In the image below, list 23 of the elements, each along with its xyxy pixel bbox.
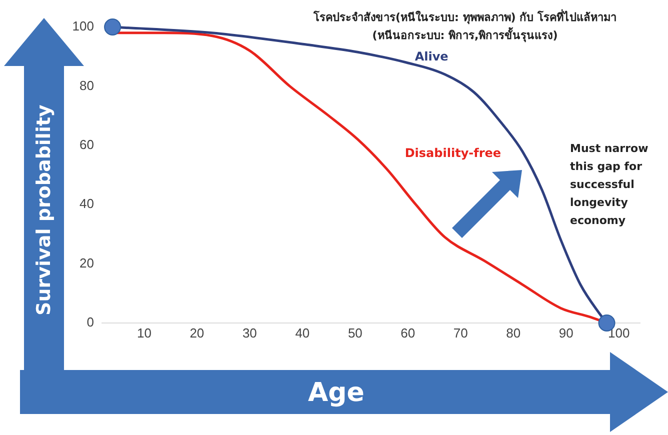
x-tick-label: 100 bbox=[608, 325, 630, 340]
y-tick-label: 80 bbox=[80, 78, 94, 93]
x-axis-title: Age bbox=[308, 378, 364, 408]
x-tick-label: 70 bbox=[453, 325, 468, 340]
y-tick-label: 20 bbox=[80, 255, 94, 270]
y-tick-label: 100 bbox=[72, 18, 94, 34]
x-tick-label: 10 bbox=[136, 325, 152, 340]
y-axis-title: Survival probability bbox=[33, 104, 55, 316]
x-tick-label: 90 bbox=[558, 325, 574, 340]
x-tick-label: 20 bbox=[190, 325, 204, 340]
y-tick-label: 60 bbox=[80, 136, 94, 152]
x-tick-label: 30 bbox=[242, 325, 257, 340]
y-tick-label: 40 bbox=[80, 196, 94, 212]
y-tick-label: 0 bbox=[86, 314, 94, 330]
series-label: Alive bbox=[414, 49, 448, 64]
x-tick-label: 60 bbox=[400, 325, 416, 340]
series-label: Disability-free bbox=[404, 146, 502, 160]
text: โรคประจำสังขาร(หนีในระบบ: ทุพพลภาพ) กับ โรคที่ไปแล้หามา bbox=[312, 8, 618, 26]
x-tick-label: 40 bbox=[295, 325, 310, 340]
annotation: Must narrow this gap for successful longevity economy bbox=[570, 141, 650, 229]
x-tick-label: 50 bbox=[348, 325, 362, 340]
annotation: (หนีนอกระบบ: พิการ,พิการขั้นรุนแรง) bbox=[371, 26, 559, 44]
x-tick-label: 80 bbox=[506, 325, 521, 340]
